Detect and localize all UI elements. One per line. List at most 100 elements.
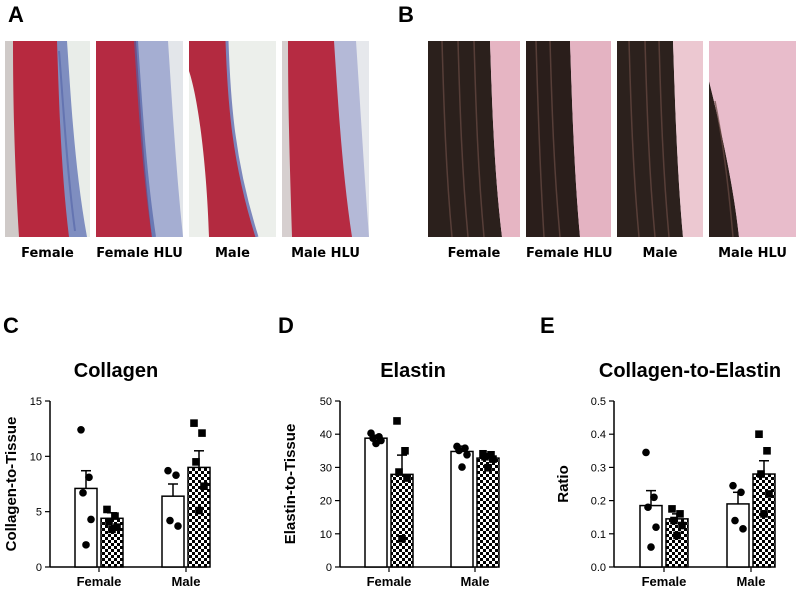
chart-e-title: Collagen-to-Elastin bbox=[599, 360, 781, 382]
chart-e-ytick-label-5: 0.5 bbox=[591, 396, 606, 408]
panel-label-a: A bbox=[8, 2, 24, 27]
chart-c-point-0-1-4 bbox=[108, 525, 116, 534]
chart-c-point-1-1-4 bbox=[195, 506, 203, 515]
chart-d-ytick-label-2: 20 bbox=[320, 496, 332, 508]
chart-e-point-0-1-3 bbox=[678, 521, 686, 530]
histology-image-b-female bbox=[428, 41, 520, 237]
chart-e-ylabel: Ratio bbox=[555, 465, 572, 503]
chart-e-point-1-0-1 bbox=[737, 488, 745, 497]
chart-c-ylabel: Collagen-to-Tissue bbox=[3, 417, 20, 552]
chart-c-point-0-1-1 bbox=[111, 512, 119, 520]
chart-d-xtick-label-0: Female bbox=[367, 574, 412, 589]
image-label-a-female: Female bbox=[21, 246, 74, 261]
chart-e-ytick-label-2: 0.2 bbox=[591, 496, 606, 508]
chart-d-point-0-1-2 bbox=[395, 468, 403, 476]
chart-c-bar-1-0 bbox=[161, 495, 185, 568]
chart-c-point-0-0-2 bbox=[79, 489, 87, 497]
image-label-b-male: Male bbox=[642, 246, 678, 261]
chart-e-point-1-1-3 bbox=[765, 490, 773, 498]
chart-d-ytick-label-4: 40 bbox=[320, 429, 332, 441]
panel-label-b: B bbox=[398, 2, 414, 27]
chart-e-point-1-1-2 bbox=[757, 470, 765, 478]
histology-image-b-male bbox=[617, 41, 703, 237]
chart-e-ytick-label-0: 0.0 bbox=[591, 562, 606, 574]
chart-d-xtick-label-1: Male bbox=[461, 574, 490, 589]
histology-image-a-female bbox=[5, 41, 90, 237]
chart-c-point-0-1-2 bbox=[105, 517, 113, 526]
chart-e-xtick-label-1: Male bbox=[737, 574, 766, 589]
chart-d-point-1-1-1 bbox=[487, 450, 495, 459]
chart-c-bar-0-0 bbox=[74, 487, 98, 568]
chart-e-point-0-0-1 bbox=[650, 493, 658, 502]
chart-e-point-0-0-2 bbox=[644, 503, 652, 512]
chart-d-ytick-label-1: 10 bbox=[320, 529, 332, 541]
chart-e-bar-1-1 bbox=[752, 473, 776, 568]
chart-d-ytick-label-0: 0 bbox=[326, 562, 332, 574]
chart-d-title: Elastin bbox=[380, 360, 446, 382]
chart-c-point-1-0-0 bbox=[164, 466, 172, 475]
chart-e-point-1-1-1 bbox=[763, 447, 771, 455]
chart-c-ytick-label-0: 0 bbox=[36, 562, 42, 574]
image-label-a-male: Male bbox=[215, 246, 250, 261]
histology-image-b-female-hlu bbox=[526, 41, 611, 237]
chart-e-bar-1-0 bbox=[726, 503, 750, 568]
histology-image-a-male bbox=[189, 41, 276, 237]
chart-c-ytick-label-3: 15 bbox=[30, 396, 42, 408]
chart-c-point-1-0-1 bbox=[172, 471, 180, 479]
chart-c-ytick-label-2: 10 bbox=[30, 451, 42, 463]
chart-c-point-0-0-3 bbox=[87, 515, 95, 524]
chart-d-point-1-1-3 bbox=[489, 455, 497, 463]
chart-c-point-1-1-0 bbox=[190, 419, 198, 427]
chart-c-point-1-0-2 bbox=[166, 516, 174, 525]
panel-label-c: C bbox=[3, 313, 19, 338]
chart-d-point-0-1-1 bbox=[401, 447, 409, 455]
chart-c-point-0-0-0 bbox=[77, 425, 85, 434]
chart-e-point-1-0-2 bbox=[731, 516, 739, 525]
histology-image-a-male-hlu bbox=[282, 41, 369, 237]
chart-d-bar-0-1 bbox=[390, 473, 414, 568]
chart-d-point-0-1-0 bbox=[393, 417, 401, 425]
image-label-b-male-hlu: Male HLU bbox=[718, 246, 787, 261]
chart-c-point-1-0-3 bbox=[174, 522, 182, 530]
chart-e-point-0-1-0 bbox=[668, 505, 676, 513]
chart-c-ytick-label-1: 5 bbox=[36, 507, 42, 519]
image-label-a-female-hlu: Female HLU bbox=[96, 246, 183, 261]
chart-d-point-0-1-3 bbox=[403, 474, 411, 482]
chart-c-point-1-1-1 bbox=[198, 429, 206, 437]
chart-c-title: Collagen bbox=[74, 360, 158, 382]
chart-e-ytick-label-3: 0.3 bbox=[591, 462, 606, 474]
chart-e-ytick-label-4: 0.4 bbox=[591, 429, 606, 441]
chart-d-point-1-0-4 bbox=[458, 463, 466, 471]
chart-c-point-1-1-3 bbox=[200, 482, 208, 491]
image-label-a-male-hlu: Male HLU bbox=[291, 246, 360, 261]
chart-e-point-1-1-4 bbox=[760, 510, 768, 518]
chart-c-xtick-label-0: Female bbox=[77, 574, 122, 589]
chart-e-point-0-0-3 bbox=[652, 523, 660, 531]
chart-d-ylabel: Elastin-to-Tissue bbox=[282, 424, 299, 545]
chart-e-point-0-0-4 bbox=[647, 543, 655, 551]
chart-d-point-1-0-3 bbox=[463, 450, 471, 459]
chart-e-point-1-0-3 bbox=[739, 525, 747, 533]
chart-e-point-0-1-1 bbox=[676, 510, 684, 518]
chart-d-ytick-label-5: 50 bbox=[320, 396, 332, 408]
chart-e-point-1-1-0 bbox=[755, 430, 763, 438]
chart-c-point-1-1-2 bbox=[192, 458, 200, 466]
chart-d-bar-0-0 bbox=[364, 437, 388, 568]
chart-c-point-0-0-1 bbox=[85, 473, 93, 482]
chart-d-point-1-0-2 bbox=[455, 446, 463, 455]
chart-c-bar-1-1 bbox=[187, 466, 211, 568]
chart-d-bar-1-1 bbox=[476, 457, 500, 568]
chart-c-point-0-0-4 bbox=[82, 541, 90, 549]
chart-c-point-0-1-3 bbox=[113, 523, 121, 531]
chart-d-point-1-1-2 bbox=[481, 452, 489, 461]
chart-e-point-0-1-2 bbox=[670, 516, 678, 525]
chart-e-xtick-label-0: Female bbox=[642, 574, 687, 589]
chart-d-point-0-0-4 bbox=[372, 439, 380, 448]
chart-c-xtick-label-1: Male bbox=[172, 574, 201, 589]
image-label-b-female-hlu: Female HLU bbox=[526, 246, 613, 261]
chart-c-point-0-1-0 bbox=[103, 505, 111, 514]
histology-image-b-male-hlu bbox=[709, 41, 796, 237]
panel-label-e: E bbox=[540, 313, 555, 338]
chart-e-ytick-label-1: 0.1 bbox=[591, 529, 606, 541]
